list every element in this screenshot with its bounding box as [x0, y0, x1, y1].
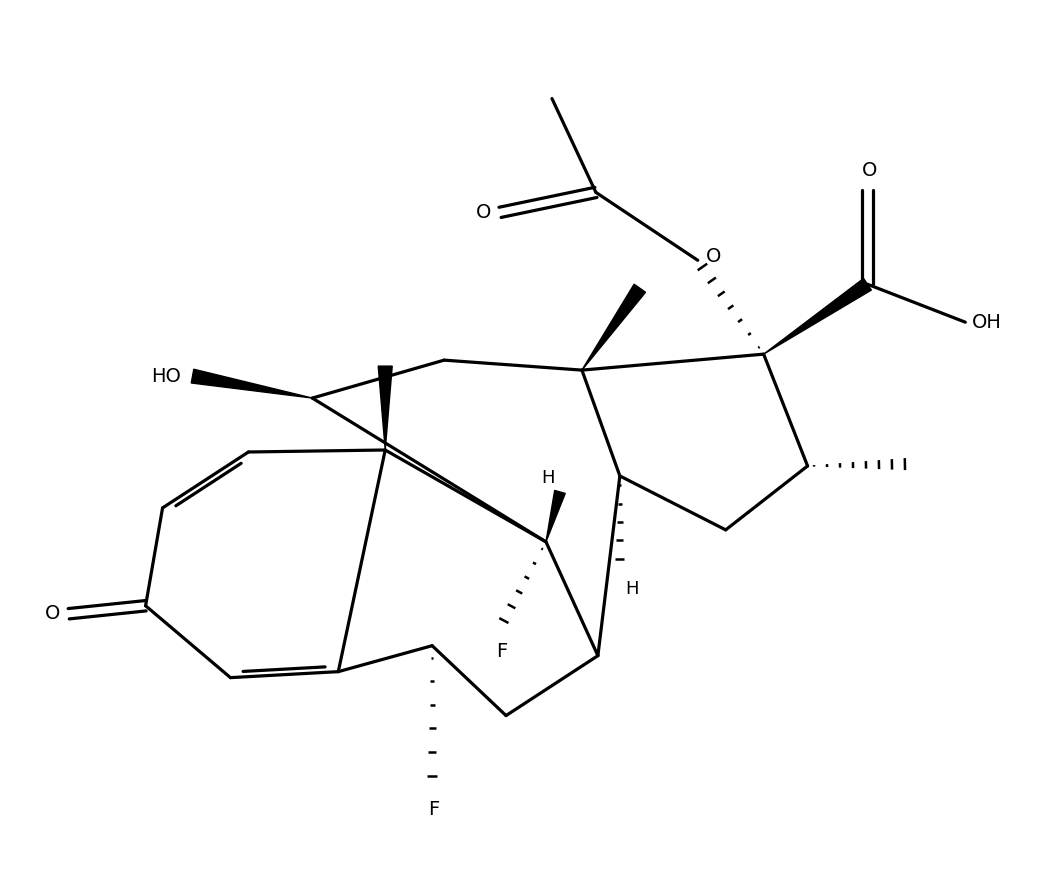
Text: OH: OH: [972, 313, 1002, 332]
Polygon shape: [379, 366, 393, 450]
Text: O: O: [706, 247, 722, 266]
Text: O: O: [45, 604, 60, 624]
Polygon shape: [546, 491, 565, 541]
Text: O: O: [862, 161, 877, 180]
Text: O: O: [476, 202, 491, 222]
Polygon shape: [582, 285, 645, 370]
Text: F: F: [496, 641, 508, 661]
Text: F: F: [428, 800, 440, 820]
Text: HO: HO: [150, 367, 181, 385]
Text: H: H: [542, 469, 555, 487]
Text: H: H: [625, 580, 638, 598]
Polygon shape: [764, 278, 872, 354]
Polygon shape: [191, 369, 312, 398]
